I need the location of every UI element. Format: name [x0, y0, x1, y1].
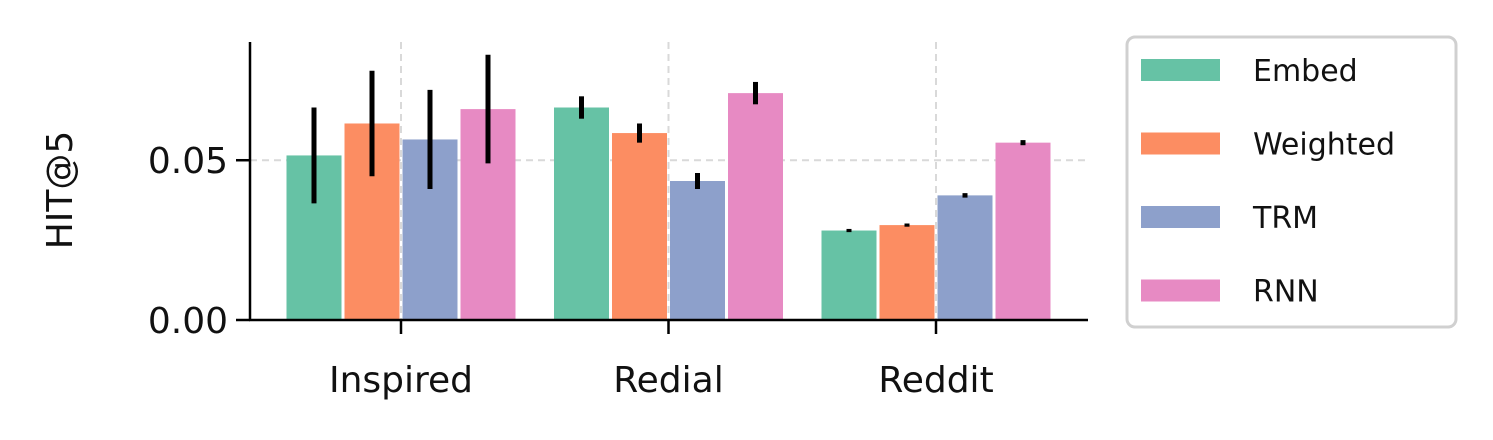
legend-swatch-trm: [1141, 206, 1220, 228]
x-tick-label-inspired: Inspired: [329, 360, 473, 401]
legend-swatch-rnn: [1141, 279, 1220, 302]
legend-swatch-embed: [1141, 59, 1220, 81]
y-axis-label: HIT@5: [40, 131, 81, 250]
bar-rnn-redial: [728, 93, 783, 320]
bar-rnn-reddit: [995, 142, 1051, 320]
x-tick-label-redial: Redial: [613, 360, 723, 401]
legend-label-weighted: Weighted: [1253, 128, 1395, 163]
grid-lines: [250, 42, 1088, 320]
bar-trm-redial: [670, 181, 725, 320]
legend-label-rnn: RNN: [1253, 275, 1319, 310]
y-tick-label-0: 0.00: [148, 301, 228, 342]
x-tick-label-reddit: Reddit: [878, 360, 993, 401]
y-tick-label-1: 0.05: [148, 141, 228, 182]
x-ticks: Inspired Redial Reddit: [329, 320, 994, 401]
bar-embed-redial: [554, 107, 609, 321]
error-bars: [311, 54, 1026, 233]
bar-weighted-reddit: [879, 225, 935, 320]
bar-embed-reddit: [821, 230, 877, 320]
legend-label-embed: Embed: [1253, 54, 1358, 89]
bar-trm-reddit: [937, 195, 993, 320]
legend-box: [1125, 35, 1458, 329]
legend-swatch-weighted: [1141, 132, 1220, 155]
legend: Embed Weighted TRM RNN: [1125, 35, 1458, 329]
y-ticks: 0.00 0.05: [148, 141, 250, 342]
legend-label-trm: TRM: [1252, 201, 1318, 236]
bar-weighted-redial: [612, 133, 667, 320]
